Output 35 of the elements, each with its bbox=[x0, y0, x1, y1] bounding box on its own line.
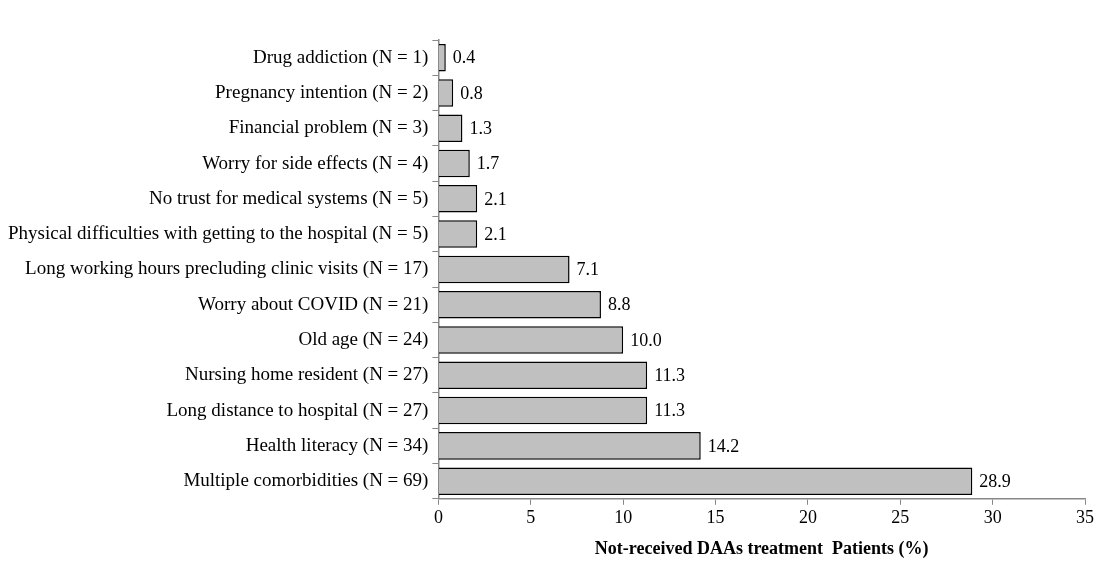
x-tick-label: 20 bbox=[798, 507, 817, 528]
data-label: 28.9 bbox=[979, 470, 1011, 491]
data-label: 2.1 bbox=[484, 223, 507, 244]
data-label: 10.0 bbox=[630, 329, 662, 350]
y-tick-label: Nursing home resident (N = 27) bbox=[184, 363, 429, 386]
data-label: 0.4 bbox=[452, 47, 476, 68]
y-tick-label: No trust for medical systems (N = 5) bbox=[149, 186, 429, 209]
x-tick-label: 15 bbox=[706, 507, 725, 528]
x-axis-title: Not-received DAAs treatment Patients (%) bbox=[594, 537, 929, 559]
y-tick-label: Physical difficulties with getting to the hospital (N = 5) bbox=[7, 222, 429, 245]
data-label: 8.8 bbox=[607, 294, 631, 315]
y-tick-label: Old age (N = 24) bbox=[298, 327, 429, 350]
data-label: 1.3 bbox=[469, 117, 492, 138]
y-tick-label: Pregnancy intention (N = 2) bbox=[215, 80, 429, 103]
y-tick-label: Multiple comorbidities (N = 69) bbox=[183, 469, 429, 492]
data-label: 11.3 bbox=[654, 365, 685, 386]
y-tick-label: Long distance to hospital (N = 27) bbox=[166, 398, 429, 421]
x-tick-label: 0 bbox=[433, 507, 443, 528]
y-tick-label: Long working hours precluding clinic visits (N = 17) bbox=[25, 257, 429, 280]
data-label: 11.3 bbox=[654, 400, 685, 421]
x-tick-label: 5 bbox=[526, 507, 536, 528]
data-label: 14.2 bbox=[707, 435, 740, 456]
data-label: 1.7 bbox=[476, 153, 500, 174]
y-tick-label: Worry about COVID (N = 21) bbox=[198, 292, 429, 315]
data-label: 0.8 bbox=[460, 82, 483, 103]
y-tick-label: Worry for side effects (N = 4) bbox=[202, 151, 429, 174]
y-tick-label: Financial problem (N = 3) bbox=[228, 116, 429, 139]
x-tick-label: 30 bbox=[983, 507, 1002, 528]
data-label: 2.1 bbox=[484, 188, 507, 209]
y-tick-label: Drug addiction (N = 1) bbox=[253, 45, 429, 68]
x-tick-label: 10 bbox=[614, 507, 633, 528]
y-tick-label: Health literacy (N = 34) bbox=[245, 433, 429, 456]
data-label: 7.1 bbox=[576, 259, 600, 280]
x-tick-label: 35 bbox=[1076, 507, 1094, 528]
x-tick-label: 25 bbox=[891, 507, 910, 528]
